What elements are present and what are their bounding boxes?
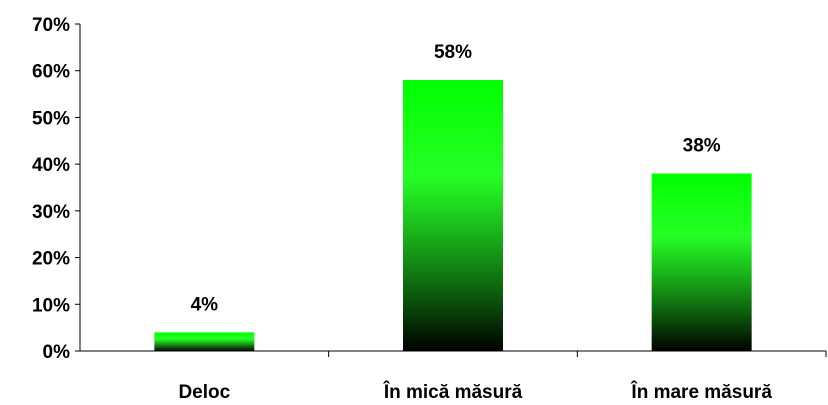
y-tick-label: 50% xyxy=(32,108,70,129)
y-tick-label: 10% xyxy=(32,295,70,316)
y-tick-label: 60% xyxy=(32,62,70,83)
data-label: 58% xyxy=(434,42,472,63)
y-tick-label: 20% xyxy=(32,249,70,270)
data-label: 4% xyxy=(191,294,219,315)
y-tick-label: 70% xyxy=(32,15,70,36)
y-tick-label: 0% xyxy=(43,342,71,363)
bar-1 xyxy=(403,80,503,352)
x-tick-label: În mică măsură xyxy=(383,381,523,403)
data-label: 38% xyxy=(683,135,721,156)
y-tick-label: 40% xyxy=(32,155,70,176)
x-tick-label: În mare măsură xyxy=(630,381,772,403)
x-tick-label: Deloc xyxy=(178,382,230,403)
y-tick-label: 30% xyxy=(32,202,70,223)
bar-0 xyxy=(154,332,255,351)
bar-2 xyxy=(651,173,752,351)
